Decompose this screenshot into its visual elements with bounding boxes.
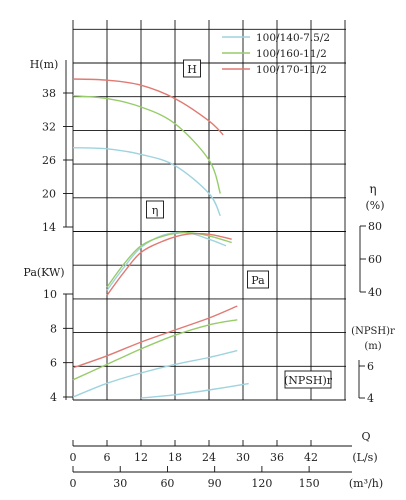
h-axis-tick-label: 26 (42, 154, 56, 167)
h-curve-label: H (187, 63, 197, 76)
q-ls-tick-label: 36 (270, 451, 284, 464)
curve-pa-100-160-11-2 (72, 319, 238, 381)
pa-curve-label-box (247, 270, 269, 289)
h-axis-label: H(m) (30, 58, 59, 71)
curve-eta-100-160-11-2 (106, 231, 232, 288)
q-ls-tick-label: 6 (104, 451, 111, 464)
npsh-axis-label: (NPSH)r (351, 326, 395, 337)
curve-pa-100-170-11-2 (72, 305, 238, 369)
curve-eta-100-140-7-5-2 (106, 231, 227, 291)
npsh-axis-tick-label: 6 (367, 360, 374, 373)
axes (63, 60, 366, 473)
pa-axis-tick-label: 4 (50, 391, 57, 404)
curve-pa-100-140-7-5-2 (72, 349, 238, 398)
q-m3h-tick-label: 150 (299, 477, 320, 490)
legend-label: 100/140-7.5/2 (256, 32, 330, 44)
curves (72, 78, 249, 399)
h-axis-tick-label: 32 (42, 121, 56, 134)
npsh-curve-label-box (284, 370, 332, 389)
eta-curve-label-box (146, 200, 164, 219)
eta-axis-tick-label: 40 (368, 286, 382, 299)
q-ls-tick-label: 30 (236, 451, 250, 464)
q-m3h-tick-label: 0 (70, 477, 77, 490)
q-ls-tick-label: 18 (168, 451, 182, 464)
q-m3h-tick-label: 120 (251, 477, 272, 490)
legend-label: 100/160-11/2 (256, 48, 327, 60)
q-m3h-tick-label: 30 (113, 477, 127, 490)
curve-eta-100-170-11-2 (106, 232, 232, 296)
npsh-curve-label: (NPSH)r (284, 374, 333, 387)
curve-h-100-170-11-2 (72, 78, 224, 136)
eta-curve-label: η (152, 204, 159, 217)
npsh-axis-tick-label: 4 (367, 392, 374, 405)
h-axis-tick-label: 20 (42, 188, 56, 201)
pa-axis-tick-label: 8 (50, 322, 57, 335)
pa-axis-tick-label: 6 (50, 357, 57, 370)
h-axis-tick-label: 38 (42, 87, 56, 100)
eta-axis-unit: (%) (365, 199, 384, 212)
q-m3h-tick-label: 90 (208, 477, 222, 490)
curve-npshr-100-140-7-5-2 (140, 382, 249, 399)
npsh-axis-unit: (m) (364, 341, 381, 352)
h-axis-tick-label: 14 (42, 221, 56, 234)
q-ls-tick-label: 0 (70, 451, 77, 464)
q-ls-axis-unit: (L/s) (352, 451, 377, 464)
grid (72, 20, 346, 401)
eta-axis-tick-label: 80 (368, 220, 382, 233)
labels: 1420263238H(m)46810Pa(KW)406080η(%)46(NP… (23, 32, 395, 490)
q-ls-tick-label: 42 (304, 451, 318, 464)
q-m3h-axis-label: (m³/h) (349, 477, 383, 490)
legend-label: 100/170-11/2 (256, 64, 327, 76)
eta-axis-tick-label: 60 (368, 253, 382, 266)
q-ls-tick-label: 24 (202, 451, 216, 464)
q-ls-tick-label: 12 (134, 451, 148, 464)
q-m3h-tick-label: 60 (160, 477, 174, 490)
pa-axis-label: Pa(KW) (23, 266, 64, 279)
pa-axis-tick-label: 10 (43, 288, 57, 301)
eta-axis-label: η (369, 182, 376, 196)
q-ls-axis-label: Q (361, 430, 370, 443)
curve-h-100-160-11-2 (72, 95, 221, 194)
curve-h-100-140-7-5-2 (72, 147, 221, 217)
h-curve-label-box (183, 59, 201, 78)
pa-curve-label: Pa (251, 274, 265, 287)
